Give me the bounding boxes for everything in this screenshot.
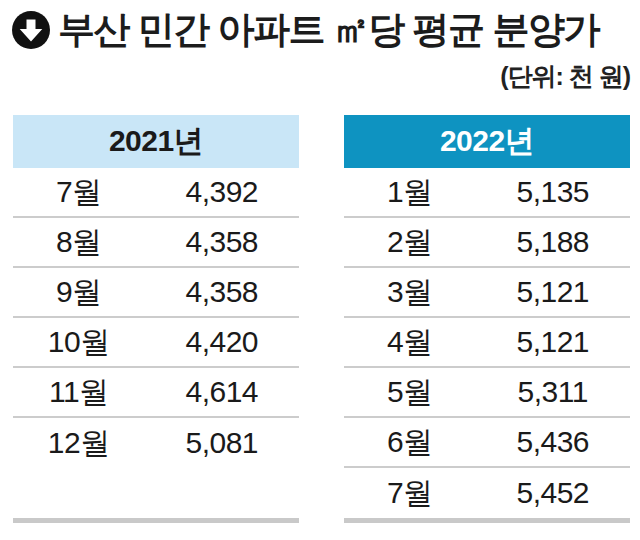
month-cell: 1월 — [344, 172, 476, 213]
table-2022-rows: 1월5,1352월5,1883월5,1214월5,1215월5,3116월5,4… — [344, 168, 630, 518]
table-row: 2월5,188 — [344, 218, 630, 268]
table-2022-header: 2022년 — [344, 115, 630, 168]
month-cell: 2월 — [344, 222, 476, 263]
table-2021: 2021년 7월4,3928월4,3589월4,35810월4,42011월4,… — [13, 115, 299, 523]
month-cell: 10월 — [13, 322, 145, 363]
month-cell: 4월 — [344, 322, 476, 363]
value-cell: 5,436 — [476, 425, 630, 459]
month-cell: 6월 — [344, 422, 476, 463]
table-2022: 2022년 1월5,1352월5,1883월5,1214월5,1215월5,31… — [344, 115, 630, 523]
infographic-page: 부산 민간 아파트 ㎡당 평균 분양가 (단위: 천 원) 2021년 7월4,… — [0, 0, 640, 540]
value-cell: 5,452 — [476, 476, 630, 510]
table-row: 4월5,121 — [344, 318, 630, 368]
month-cell: 5월 — [344, 372, 476, 413]
month-cell: 7월 — [344, 473, 476, 514]
month-cell: 9월 — [13, 272, 145, 313]
value-cell: 4,358 — [145, 225, 299, 259]
month-cell: 7월 — [13, 172, 145, 213]
circle-down-arrow-icon — [12, 11, 50, 49]
month-cell: 11월 — [13, 372, 145, 413]
month-cell: 3월 — [344, 272, 476, 313]
table-row: 7월5,452 — [344, 468, 630, 518]
table-row: 5월5,311 — [344, 368, 630, 418]
value-cell: 5,121 — [476, 325, 630, 359]
table-row: 9월4,358 — [13, 268, 299, 318]
table-row: 8월4,358 — [13, 218, 299, 268]
unit-note: (단위: 천 원) — [500, 60, 630, 93]
value-cell: 5,121 — [476, 275, 630, 309]
table-row: 1월5,135 — [344, 168, 630, 218]
value-cell: 5,135 — [476, 175, 630, 209]
table-row: 12월5,081 — [13, 418, 299, 468]
value-cell: 5,188 — [476, 225, 630, 259]
value-cell: 5,081 — [145, 426, 299, 460]
value-cell: 4,420 — [145, 325, 299, 359]
page-title: 부산 민간 아파트 ㎡당 평균 분양가 — [58, 5, 599, 55]
table-row: 7월4,392 — [13, 168, 299, 218]
table-2021-header: 2021년 — [13, 115, 299, 168]
value-cell: 4,358 — [145, 275, 299, 309]
value-cell: 5,311 — [476, 375, 630, 409]
table-row: 6월5,436 — [344, 418, 630, 468]
value-cell: 4,392 — [145, 175, 299, 209]
tables-container: 2021년 7월4,3928월4,3589월4,35810월4,42011월4,… — [13, 115, 630, 523]
month-cell: 12월 — [13, 423, 145, 464]
value-cell: 4,614 — [145, 375, 299, 409]
month-cell: 8월 — [13, 222, 145, 263]
table-row: 10월4,420 — [13, 318, 299, 368]
title-row: 부산 민간 아파트 ㎡당 평균 분양가 — [12, 5, 632, 55]
table-row: 11월4,614 — [13, 368, 299, 418]
table-row: 3월5,121 — [344, 268, 630, 318]
table-2021-rows: 7월4,3928월4,3589월4,35810월4,42011월4,61412월… — [13, 168, 299, 468]
